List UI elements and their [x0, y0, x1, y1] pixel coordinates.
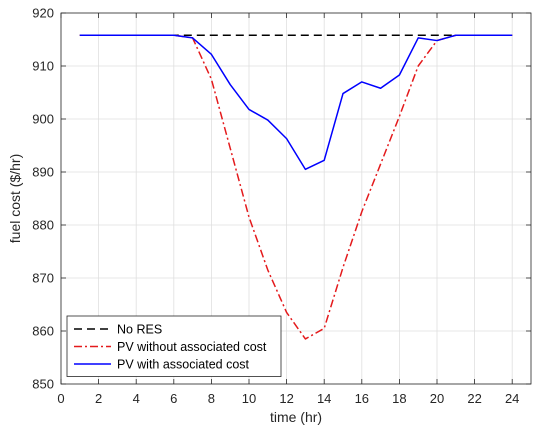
- y-tick-label: 860: [32, 324, 54, 339]
- legend: No RES PV without associated cost PV with …: [66, 315, 282, 377]
- x-tick-label: 8: [208, 391, 215, 406]
- y-tick-label: 880: [32, 218, 54, 233]
- plot-area-frame: [60, 12, 532, 385]
- y-tick-label: 870: [32, 271, 54, 286]
- x-tick-label: 6: [170, 391, 177, 406]
- x-tick-label: 2: [95, 391, 102, 406]
- x-axis-label: time (hr): [270, 409, 322, 425]
- x-tick-label: 4: [133, 391, 140, 406]
- x-tick-label: 22: [467, 391, 481, 406]
- series-layer: [79, 34, 513, 340]
- y-tick-label: 910: [32, 59, 54, 74]
- x-tick-label: 24: [505, 391, 519, 406]
- grid-lines: [60, 12, 531, 385]
- y-tick-label: 900: [32, 112, 54, 127]
- legend-label: PV with associated cost: [117, 358, 250, 372]
- legend-label: No RES: [117, 323, 162, 337]
- x-tick-label: 14: [317, 391, 331, 406]
- y-tick-label: 850: [32, 377, 54, 392]
- x-tick-label: 20: [430, 391, 444, 406]
- x-tick-label: 16: [355, 391, 369, 406]
- y-tick-label: 890: [32, 165, 54, 180]
- y-tick-label: 920: [32, 6, 54, 21]
- series-line-3: [79, 34, 513, 171]
- x-tick-label: 12: [279, 391, 293, 406]
- y-axis-label: fuel cost ($/hr): [7, 154, 23, 243]
- legend-label: PV without associated cost: [117, 340, 267, 354]
- axis-ticks: 0 2 4 6 8 10 12 14 16 18 20 22 248508608708808909009…: [32, 6, 531, 406]
- x-tick-label: 0: [57, 391, 64, 406]
- x-tick-label: 10: [242, 391, 256, 406]
- x-tick-label: 18: [392, 391, 406, 406]
